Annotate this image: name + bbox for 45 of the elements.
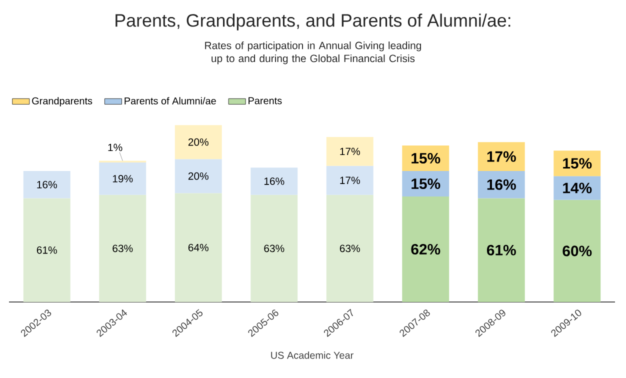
data-label: 19%: [112, 174, 133, 182]
data-label: 17%: [487, 151, 516, 162]
data-label: 60%: [562, 246, 592, 256]
bar: [23, 171, 70, 198]
data-label: 17%: [340, 148, 360, 156]
bar: [326, 136, 374, 166]
bar: [554, 176, 601, 200]
data-label: 16%: [37, 180, 57, 188]
data-label: 63%: [112, 244, 133, 252]
data-label: 64%: [188, 244, 208, 252]
data-label: 1%: [108, 144, 122, 152]
bar: [250, 168, 298, 195]
data-label: 15%: [412, 152, 440, 164]
data-label: 20%: [188, 138, 208, 146]
data-label: 61%: [486, 244, 516, 256]
data-label: 61%: [36, 246, 57, 254]
data-label: 16%: [264, 178, 284, 185]
x-axis-title: US Academic Year: [271, 352, 354, 359]
data-label: 62%: [411, 244, 440, 255]
bar: [478, 198, 525, 302]
legend-label: Grandparents: [32, 97, 92, 106]
data-label: 20%: [188, 172, 208, 180]
bar: [326, 166, 374, 195]
bar: [250, 194, 298, 302]
bar: [174, 193, 222, 302]
bar: [174, 159, 222, 194]
data-label: 63%: [340, 244, 360, 252]
legend-label: Parents of Alumni/ae: [124, 97, 216, 104]
bar: [23, 198, 70, 302]
bar: [99, 162, 146, 195]
chart-title: Parents, Grandparents, and Parents of Alumni/ae:: [116, 14, 510, 30]
data-label: 14%: [563, 182, 592, 194]
bar: [402, 196, 450, 302]
chart-subtitle: Rates of participation in Annual Giving leading up to and during the Global Financial Crisis: [205, 42, 422, 64]
data-label: 17%: [340, 176, 360, 184]
bar: [326, 194, 374, 302]
data-label: 15%: [412, 178, 440, 190]
data-label: 63%: [264, 244, 284, 252]
bar: [174, 125, 222, 160]
bar: [554, 200, 601, 302]
bar: [99, 194, 146, 302]
legend-label: Parents: [248, 97, 282, 104]
data-label: 16%: [487, 179, 516, 190]
bar: [478, 142, 525, 172]
data-label: 15%: [563, 158, 592, 169]
